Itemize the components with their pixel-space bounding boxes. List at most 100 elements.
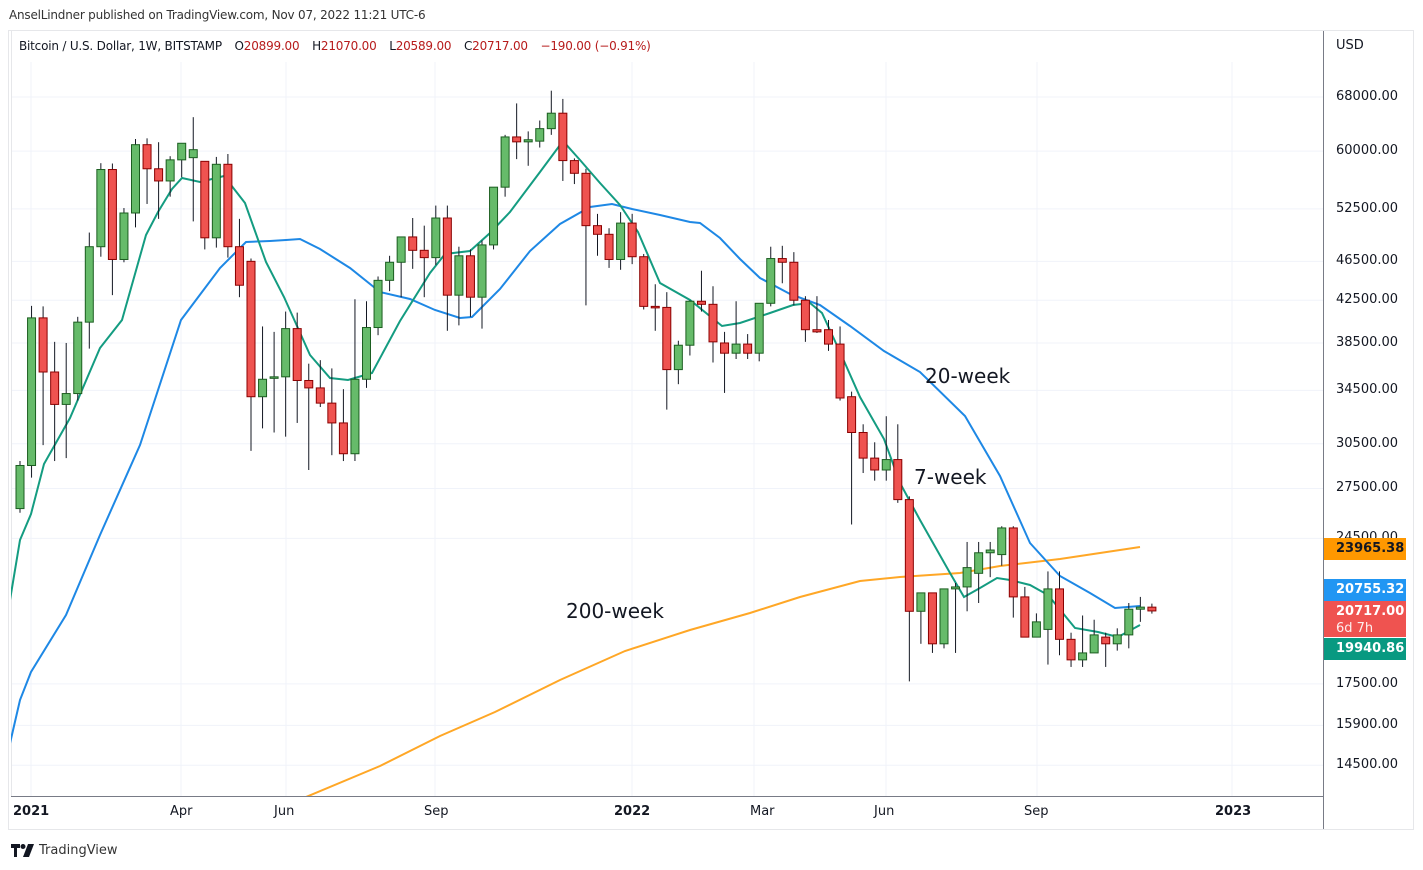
candle[interactable] (893, 424, 903, 503)
candle[interactable] (662, 292, 672, 410)
candle[interactable] (396, 236, 406, 298)
candle[interactable] (315, 360, 325, 408)
candle[interactable] (927, 592, 937, 653)
candle[interactable] (627, 213, 637, 265)
candle[interactable] (107, 163, 117, 296)
candle[interactable] (373, 276, 383, 336)
candle[interactable] (165, 156, 175, 197)
candle[interactable] (246, 258, 256, 451)
candle[interactable] (477, 240, 487, 329)
candle[interactable] (258, 326, 268, 429)
candle[interactable] (985, 541, 995, 578)
candle[interactable] (1124, 603, 1134, 649)
candle[interactable] (200, 160, 210, 250)
candle[interactable] (408, 218, 418, 269)
candle[interactable] (824, 320, 833, 351)
candle[interactable] (177, 142, 187, 178)
candle[interactable] (27, 305, 37, 478)
candle[interactable] (904, 496, 914, 682)
candle[interactable] (951, 582, 961, 653)
candle[interactable] (800, 296, 810, 342)
candle[interactable] (442, 205, 452, 331)
candle[interactable] (535, 120, 545, 148)
candle[interactable] (465, 249, 475, 317)
candle[interactable] (362, 301, 371, 388)
candle[interactable] (1066, 632, 1076, 667)
candle[interactable] (731, 301, 741, 359)
candle[interactable] (916, 592, 926, 644)
candle[interactable] (696, 270, 706, 312)
candle[interactable] (835, 326, 845, 401)
candle[interactable] (558, 98, 568, 181)
candle[interactable] (1089, 619, 1099, 654)
candle[interactable] (812, 296, 822, 333)
candle[interactable] (385, 255, 395, 292)
candle[interactable] (269, 331, 279, 433)
candle[interactable] (1043, 571, 1053, 665)
candle[interactable] (939, 588, 949, 649)
candle[interactable] (754, 302, 764, 362)
candle[interactable] (847, 391, 857, 525)
candle[interactable] (350, 299, 360, 462)
candle[interactable] (211, 156, 221, 248)
candle[interactable] (61, 342, 71, 459)
candle[interactable] (523, 131, 533, 166)
candle[interactable] (789, 252, 799, 306)
candle[interactable] (223, 154, 233, 258)
candle[interactable] (708, 286, 718, 363)
candle[interactable] (881, 416, 891, 481)
candle[interactable] (1112, 628, 1122, 651)
candle[interactable] (292, 312, 302, 423)
candle[interactable] (1031, 613, 1041, 638)
candle[interactable] (858, 424, 868, 474)
candle[interactable] (38, 306, 48, 446)
candle[interactable] (500, 134, 510, 197)
candle[interactable] (974, 541, 984, 604)
candle[interactable] (154, 142, 164, 219)
candle[interactable] (673, 340, 683, 385)
candle[interactable] (720, 331, 730, 393)
candle[interactable] (454, 246, 464, 326)
candle[interactable] (1147, 603, 1157, 614)
candle[interactable] (604, 228, 614, 268)
candle[interactable] (419, 225, 429, 298)
candle[interactable] (50, 341, 60, 462)
candle[interactable] (338, 389, 348, 462)
candle[interactable] (96, 163, 106, 257)
candle[interactable] (1008, 526, 1018, 618)
candle[interactable] (431, 205, 441, 266)
candle[interactable] (489, 186, 499, 250)
candle[interactable] (581, 168, 591, 306)
candle[interactable] (777, 245, 787, 284)
candle[interactable] (997, 526, 1007, 566)
candle[interactable] (1020, 586, 1030, 638)
candle[interactable] (593, 213, 602, 256)
candle[interactable] (962, 541, 972, 612)
candle[interactable] (650, 284, 660, 331)
candle[interactable] (743, 334, 753, 359)
candle[interactable] (639, 253, 649, 310)
candle[interactable] (234, 218, 244, 298)
candle[interactable] (569, 158, 579, 185)
candle[interactable] (766, 246, 776, 307)
candle[interactable] (142, 138, 152, 204)
candle[interactable] (512, 103, 522, 160)
candle[interactable] (131, 139, 140, 228)
tradingview-brand[interactable]: TradingView (11, 843, 118, 858)
candle[interactable] (73, 316, 83, 401)
candle[interactable] (327, 368, 337, 456)
candle[interactable] (1078, 615, 1088, 667)
candle[interactable] (1055, 571, 1064, 656)
candle[interactable] (870, 442, 880, 481)
candle[interactable] (1101, 632, 1111, 667)
candle[interactable] (1135, 596, 1145, 622)
candle[interactable] (15, 461, 25, 513)
candle[interactable] (84, 232, 94, 349)
candle[interactable] (546, 90, 556, 135)
candle[interactable] (188, 117, 198, 222)
candle[interactable] (616, 212, 626, 270)
candle[interactable] (685, 300, 695, 356)
candle[interactable] (281, 311, 291, 437)
candle[interactable] (119, 208, 129, 263)
